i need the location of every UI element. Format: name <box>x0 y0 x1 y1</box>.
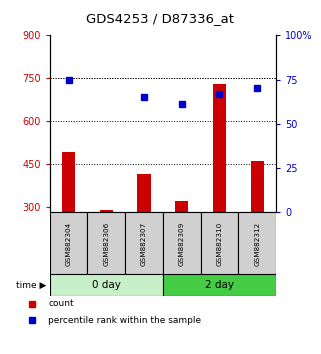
Text: GSM882307: GSM882307 <box>141 221 147 266</box>
Text: GSM882310: GSM882310 <box>216 221 222 266</box>
Text: time ▶: time ▶ <box>16 281 47 290</box>
Bar <box>163 212 201 274</box>
Bar <box>125 212 163 274</box>
Text: GDS4253 / D87336_at: GDS4253 / D87336_at <box>86 12 235 25</box>
Bar <box>50 274 163 296</box>
Bar <box>238 212 276 274</box>
Bar <box>175 201 188 212</box>
Text: count: count <box>48 299 74 308</box>
Text: GSM882306: GSM882306 <box>103 221 109 266</box>
Text: GSM882312: GSM882312 <box>254 221 260 266</box>
Text: GSM882304: GSM882304 <box>65 221 72 266</box>
Bar <box>50 212 87 274</box>
Text: percentile rank within the sample: percentile rank within the sample <box>48 316 201 325</box>
Bar <box>100 210 113 212</box>
Bar <box>201 212 238 274</box>
Bar <box>87 212 125 274</box>
Text: GSM882309: GSM882309 <box>179 221 185 266</box>
Text: 0 day: 0 day <box>92 280 121 290</box>
Bar <box>137 174 151 212</box>
Bar <box>251 161 264 212</box>
Bar <box>62 153 75 212</box>
Bar <box>213 84 226 212</box>
Bar <box>163 274 276 296</box>
Text: 2 day: 2 day <box>205 280 234 290</box>
